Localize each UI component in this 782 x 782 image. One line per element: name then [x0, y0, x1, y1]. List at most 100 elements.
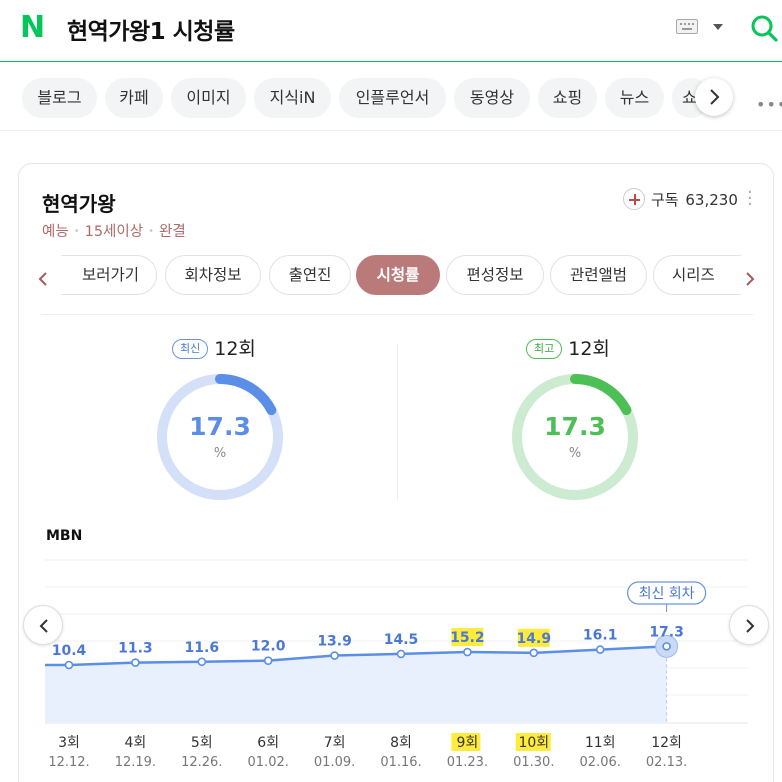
data-point [131, 658, 140, 667]
data-point [64, 660, 74, 670]
value-label: 12.0 [251, 639, 286, 655]
value-label: 17.3 [649, 624, 684, 640]
category-influencer[interactable]: 인플루언서 [339, 78, 446, 118]
tab-next-icon[interactable] [741, 270, 759, 288]
subscribe-label: 구독 [651, 191, 679, 209]
highest-gauge [512, 374, 638, 500]
program-title[interactable]: 현역가왕 [42, 192, 116, 216]
latest-label: 최신 회차 [639, 586, 695, 602]
tab-watch[interactable]: 보러가기 [61, 255, 157, 295]
category-label: 8회 [390, 735, 412, 751]
meta-status: 완결 [158, 224, 186, 240]
category-blog[interactable]: 블로그 [22, 78, 97, 118]
search-header: N 현역가왕1 시청률 [0, 0, 782, 62]
highest-gauge-arc [512, 374, 638, 500]
category-video[interactable]: 동영상 [454, 78, 530, 118]
value-label: 15.2 [450, 630, 485, 646]
meta-rating: 15세이상 [84, 224, 144, 240]
data-point [463, 647, 472, 657]
category-news[interactable]: 뉴스 [605, 78, 664, 118]
category-label: 11회 [585, 735, 616, 751]
value-label: 14.5 [384, 632, 419, 648]
data-point [263, 656, 273, 665]
chevron-down-icon[interactable] [713, 24, 723, 30]
tab-schedule[interactable]: 편성정보 [446, 255, 544, 295]
category-label: 6회 [257, 735, 279, 751]
value-highlight [517, 628, 550, 647]
meta-genre: 예능 [42, 224, 69, 240]
program-meta: 예능 • 15세이상 • 완결 [42, 224, 186, 240]
data-point [330, 651, 339, 660]
highest-unit: % [568, 446, 582, 461]
divider [41, 314, 753, 315]
category-label: 9회 [457, 735, 479, 751]
chart-next-button[interactable] [729, 605, 769, 645]
latest-episode: 12회 [214, 338, 256, 360]
divider [0, 130, 782, 131]
more-dots-icon[interactable]: ••• [756, 95, 782, 114]
latest-gauge-arc [157, 374, 283, 500]
latest-badge: 최신 [172, 339, 209, 359]
search-query[interactable]: 현역가왕1 시청률 [67, 19, 235, 45]
latest-gauge [157, 374, 283, 500]
date-label: 01.02. [248, 755, 289, 770]
tab-episodes[interactable]: 회차정보 [165, 255, 261, 295]
ratings-chart: 최신 회차 10.4 3회 12.12. 11.3 4회 12.19. 11.6 5회 12.26… [45, 559, 748, 770]
category-label: 5회 [191, 735, 213, 751]
chevron-right-icon [710, 89, 720, 105]
plus-icon [623, 188, 645, 210]
category-highlight [451, 733, 481, 751]
highest-value: 17.3 [544, 412, 606, 441]
tab-ratings[interactable]: 시청률 [356, 255, 440, 295]
category-tabs: 블로그 카페 이미지 지식iN 인플루언서 동영상 쇼핑 뉴스 쇼 ••• [0, 72, 782, 124]
tab-series[interactable]: 시리즈 [653, 255, 741, 295]
date-label: 12.19. [115, 755, 156, 770]
value-label: 10.4 [52, 643, 87, 659]
category-shopping[interactable]: 쇼핑 [538, 78, 597, 118]
highest-episode: 12회 [568, 338, 610, 360]
date-label: 02.13. [646, 755, 687, 770]
highest-badge: 최고 [526, 339, 563, 359]
latest-unit: % [213, 446, 227, 461]
chevron-left-icon [39, 619, 48, 633]
category-label: 7회 [324, 735, 346, 751]
category-kin[interactable]: 지식iN [254, 78, 331, 118]
value-label: 11.3 [118, 641, 153, 657]
category-label: 3회 [58, 735, 80, 751]
divider [397, 344, 398, 500]
date-label: 01.09. [314, 755, 355, 770]
category-label: 12회 [651, 735, 682, 751]
value-label: 16.1 [583, 628, 618, 644]
tab-cast[interactable]: 출연진 [269, 255, 351, 295]
value-label: 13.9 [317, 634, 352, 650]
date-label: 02.06. [580, 755, 621, 770]
date-label: 12.12. [48, 755, 89, 770]
latest-heading: 최신 12회 [172, 334, 256, 360]
value-label: 14.9 [517, 631, 552, 647]
kebab-menu-icon[interactable]: · · · [747, 182, 753, 215]
date-label: 01.30. [513, 755, 554, 770]
data-point [595, 645, 605, 654]
category-label: 4회 [125, 735, 147, 751]
data-point [529, 648, 539, 658]
latest-label-box [626, 581, 707, 605]
chart-area [45, 646, 667, 723]
chevron-right-icon [746, 619, 755, 633]
chart-prev-button[interactable] [23, 605, 63, 645]
subscribe-button[interactable]: 구독 63,230 [623, 188, 738, 212]
category-image[interactable]: 이미지 [171, 78, 246, 118]
tab-albums[interactable]: 관련앨범 [550, 255, 647, 295]
chart-channel: MBN [46, 528, 83, 544]
date-label: 12.26. [181, 755, 222, 770]
category-highlight [515, 733, 551, 751]
search-icon[interactable] [750, 14, 778, 42]
category-label: 10회 [518, 735, 549, 751]
chip-next-button[interactable] [695, 78, 733, 116]
data-point [662, 642, 671, 651]
category-cafe[interactable]: 카페 [105, 78, 163, 118]
tab-prev-icon[interactable] [34, 270, 52, 288]
keyboard-icon[interactable] [676, 19, 698, 34]
data-point [197, 657, 207, 667]
naver-logo[interactable]: N [20, 10, 46, 45]
subscribe-count: 63,230 [685, 191, 738, 209]
